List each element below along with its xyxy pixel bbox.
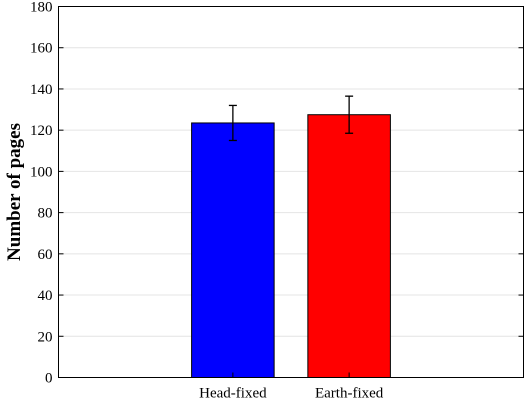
y-tick-label: 80 (38, 206, 53, 222)
bars (191, 114, 391, 378)
y-tick-label: 100 (30, 164, 53, 180)
plot-frame (58, 6, 524, 378)
y-axis-ticks: 0 20 40 60 80 100 120 140 160 180 (30, 0, 524, 387)
y-tick-label: 40 (38, 288, 53, 304)
y-tick-label: 120 (30, 123, 53, 139)
error-bars (228, 95, 354, 142)
bar-earth-fixed (307, 114, 391, 378)
bar-head-fixed (191, 122, 275, 378)
y-tick-label: 0 (45, 371, 53, 387)
y-tick-label: 60 (38, 247, 53, 263)
x-tick-label: Head-fixed (199, 386, 267, 401)
y-tick-label: 140 (30, 82, 53, 98)
y-tick-label: 160 (30, 41, 53, 57)
y-tick-label: 180 (30, 0, 53, 16)
y-axis-label: Number of pages (4, 123, 25, 261)
grid-lines (58, 47, 524, 337)
x-tick-label: Earth-fixed (315, 386, 384, 401)
x-axis-ticks: Head-fixed Earth-fixed (199, 372, 384, 401)
y-tick-label: 20 (38, 329, 53, 345)
